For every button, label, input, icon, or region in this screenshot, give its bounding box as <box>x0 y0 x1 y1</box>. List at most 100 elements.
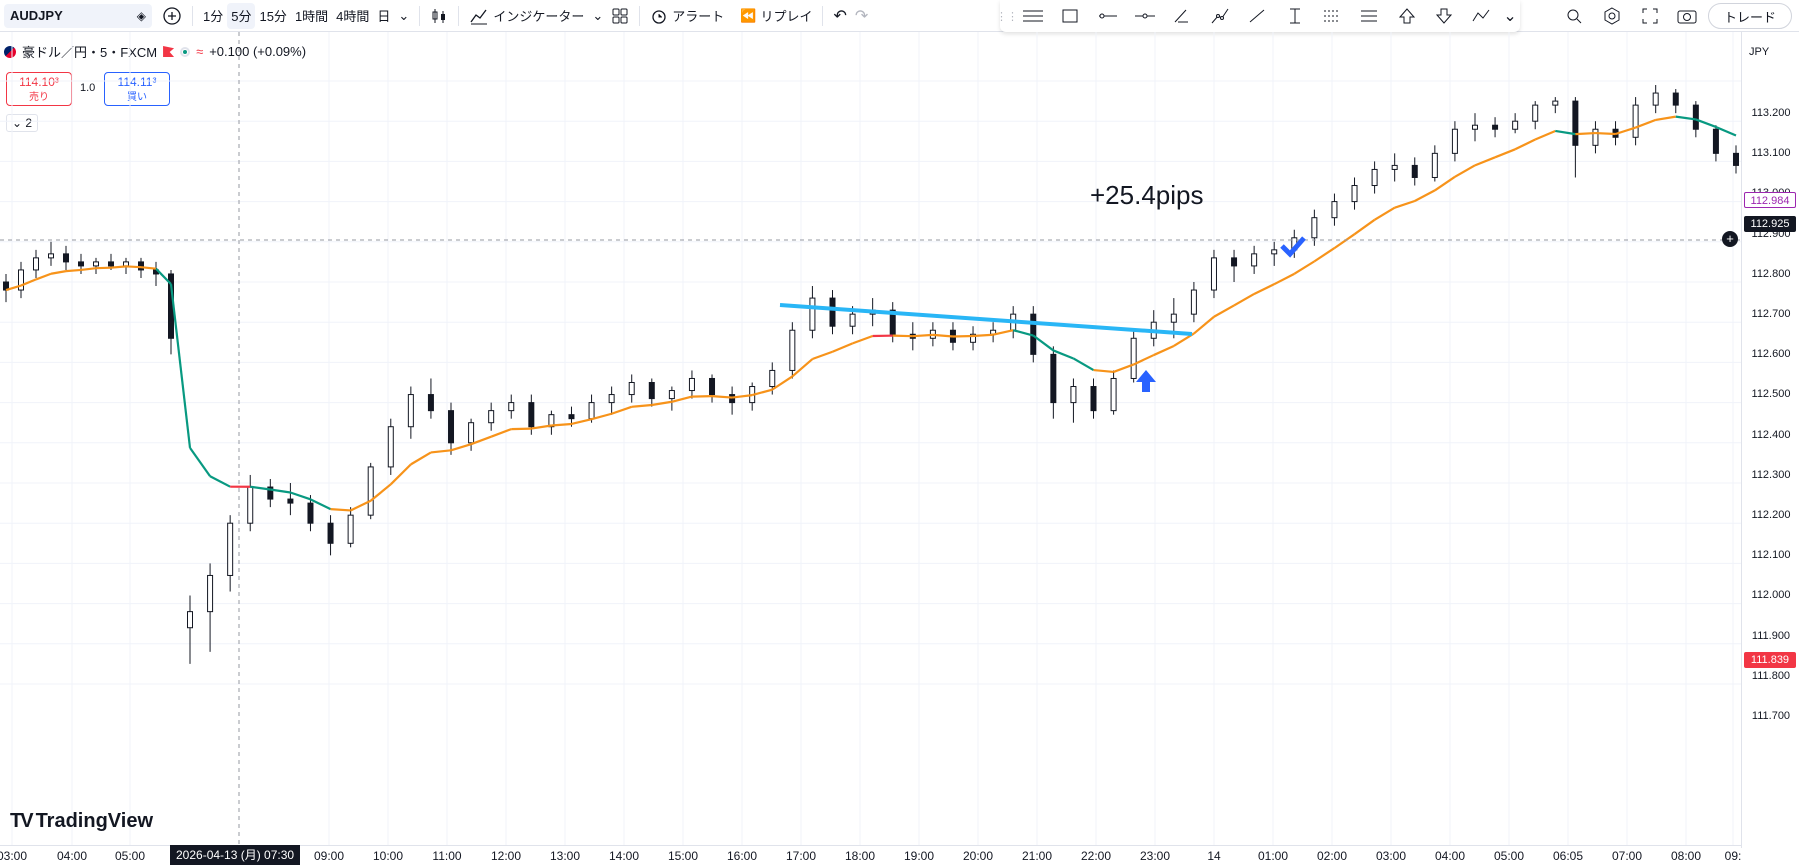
chevron-down-icon[interactable]: ⌄ <box>1500 0 1520 32</box>
candle-body-up <box>228 523 233 575</box>
moving-average-segment <box>1375 208 1395 220</box>
candle-body-down <box>79 262 84 266</box>
add-symbol-icon[interactable] <box>158 3 186 29</box>
price-tick: 112.400 <box>1742 429 1799 441</box>
rectangle-icon[interactable] <box>1051 0 1088 32</box>
candle-body-up <box>689 378 694 390</box>
candle <box>1573 97 1578 177</box>
time-tick: 22:00 <box>1081 849 1111 863</box>
moving-average-segment <box>1234 294 1254 305</box>
interval-1m[interactable]: 1分 <box>199 3 227 29</box>
candle-body-down <box>529 403 534 427</box>
settings-icon[interactable] <box>1598 3 1626 29</box>
horizontal-line-icon[interactable] <box>1126 0 1163 32</box>
fullscreen-icon[interactable] <box>1636 3 1664 29</box>
price-tick: 111.800 <box>1742 670 1799 682</box>
candle <box>1734 145 1739 173</box>
separator <box>192 6 193 26</box>
moving-average-segment <box>1515 139 1535 149</box>
drag-handle-icon[interactable]: ⋮⋮ <box>1000 10 1014 23</box>
candle-body-down <box>139 262 144 270</box>
candle <box>1131 330 1136 382</box>
time-tick: 01:00 <box>1258 849 1288 863</box>
tradingview-logo[interactable]: TV TradingView <box>10 810 153 833</box>
candle-body-up <box>629 383 634 395</box>
candle-body-down <box>64 254 69 262</box>
moving-average-segment <box>1294 261 1314 273</box>
time-tick: 07:00 <box>1612 849 1642 863</box>
candle-body-up <box>1191 290 1196 314</box>
alert-button[interactable]: アラート <box>646 3 728 29</box>
interval-15m[interactable]: 15分 <box>255 3 290 29</box>
moving-average-segment <box>1134 355 1154 364</box>
redo-icon[interactable]: ↷ <box>851 3 872 29</box>
moving-average-segment <box>832 343 852 351</box>
candle-body-down <box>1232 258 1237 266</box>
time-tick: 19:00 <box>904 849 934 863</box>
pattern-icon[interactable] <box>1463 0 1500 32</box>
trend-line-icon[interactable] <box>1238 0 1275 32</box>
moving-average-segment <box>141 267 156 269</box>
price-axis[interactable]: 113.200113.100113.000112.900112.800112.7… <box>1741 32 1799 848</box>
candle-body-down <box>308 503 313 523</box>
arrow-down-icon[interactable] <box>1425 0 1462 32</box>
candle-body-up <box>1472 125 1477 129</box>
moving-average-segment <box>431 450 451 452</box>
moving-average-segment <box>612 407 632 414</box>
interval-4h[interactable]: 4時間 <box>332 3 373 29</box>
pips-annotation[interactable]: +25.4pips <box>1090 180 1203 211</box>
candle-body-up <box>609 395 614 403</box>
date-range-icon[interactable] <box>1351 0 1388 32</box>
arrow-up-icon[interactable] <box>1388 0 1425 32</box>
moving-average-segment <box>331 509 351 510</box>
search-zoom-icon[interactable] <box>1560 3 1588 29</box>
currency-label[interactable]: JPY <box>1749 46 1769 58</box>
moving-average-segment <box>111 266 126 267</box>
candle-body-down <box>109 262 114 266</box>
candle-body-down <box>449 411 454 443</box>
trade-button[interactable]: トレード <box>1708 3 1792 29</box>
diamond-icon[interactable]: ◈ <box>137 9 146 23</box>
alert-label: アラート <box>672 6 724 25</box>
horizontal-lines-icon[interactable] <box>1014 0 1051 32</box>
candle <box>1653 85 1658 113</box>
ray-icon[interactable] <box>1089 0 1126 32</box>
crosshair-time-label: 2026-04-13 (月) 07:30 <box>170 845 300 865</box>
symbol-search[interactable]: AUDJPY ◈ <box>4 4 152 28</box>
interval-1d[interactable]: 日 <box>373 3 394 29</box>
interval-5m[interactable]: 5分 <box>227 3 255 29</box>
candle <box>991 322 996 342</box>
path-icon[interactable] <box>1201 0 1238 32</box>
time-tick: 04:00 <box>57 849 87 863</box>
chevron-down-icon[interactable]: ⌄ <box>394 3 413 29</box>
candle-body-down <box>1573 101 1578 145</box>
moving-average-segment <box>752 390 772 395</box>
moving-average-segment <box>1555 131 1575 134</box>
moving-average-segment <box>1013 330 1033 335</box>
add-alert-icon[interactable]: + <box>1722 231 1738 247</box>
replay-button[interactable]: ⏪ リプレイ <box>736 3 816 29</box>
undo-icon[interactable]: ↶ <box>829 3 850 29</box>
chevron-down-icon[interactable]: ⌄ <box>588 3 607 29</box>
moving-average-segment <box>511 429 531 430</box>
candle-body-down <box>710 378 715 394</box>
candle <box>64 246 69 270</box>
price-chart[interactable] <box>0 32 1741 845</box>
candle-body-up <box>388 427 393 467</box>
time-tick: 05:00 <box>115 849 145 863</box>
text-cursor-icon[interactable] <box>1276 0 1313 32</box>
camera-icon[interactable] <box>1672 3 1702 29</box>
moving-average-segment <box>1656 117 1676 120</box>
interval-1h[interactable]: 1時間 <box>291 3 332 29</box>
candle <box>228 515 233 591</box>
candle <box>1071 378 1076 422</box>
brush-icon[interactable] <box>1164 0 1201 32</box>
templates-icon[interactable] <box>607 3 633 29</box>
candle <box>1633 97 1638 145</box>
candle-body-up <box>348 515 353 543</box>
candle-type-icon[interactable] <box>426 3 452 29</box>
long-position-icon[interactable] <box>1313 0 1350 32</box>
indicators-button[interactable]: インジケーター <box>465 3 588 29</box>
candle-body-up <box>408 395 413 427</box>
arrow-up-icon <box>1136 370 1156 392</box>
